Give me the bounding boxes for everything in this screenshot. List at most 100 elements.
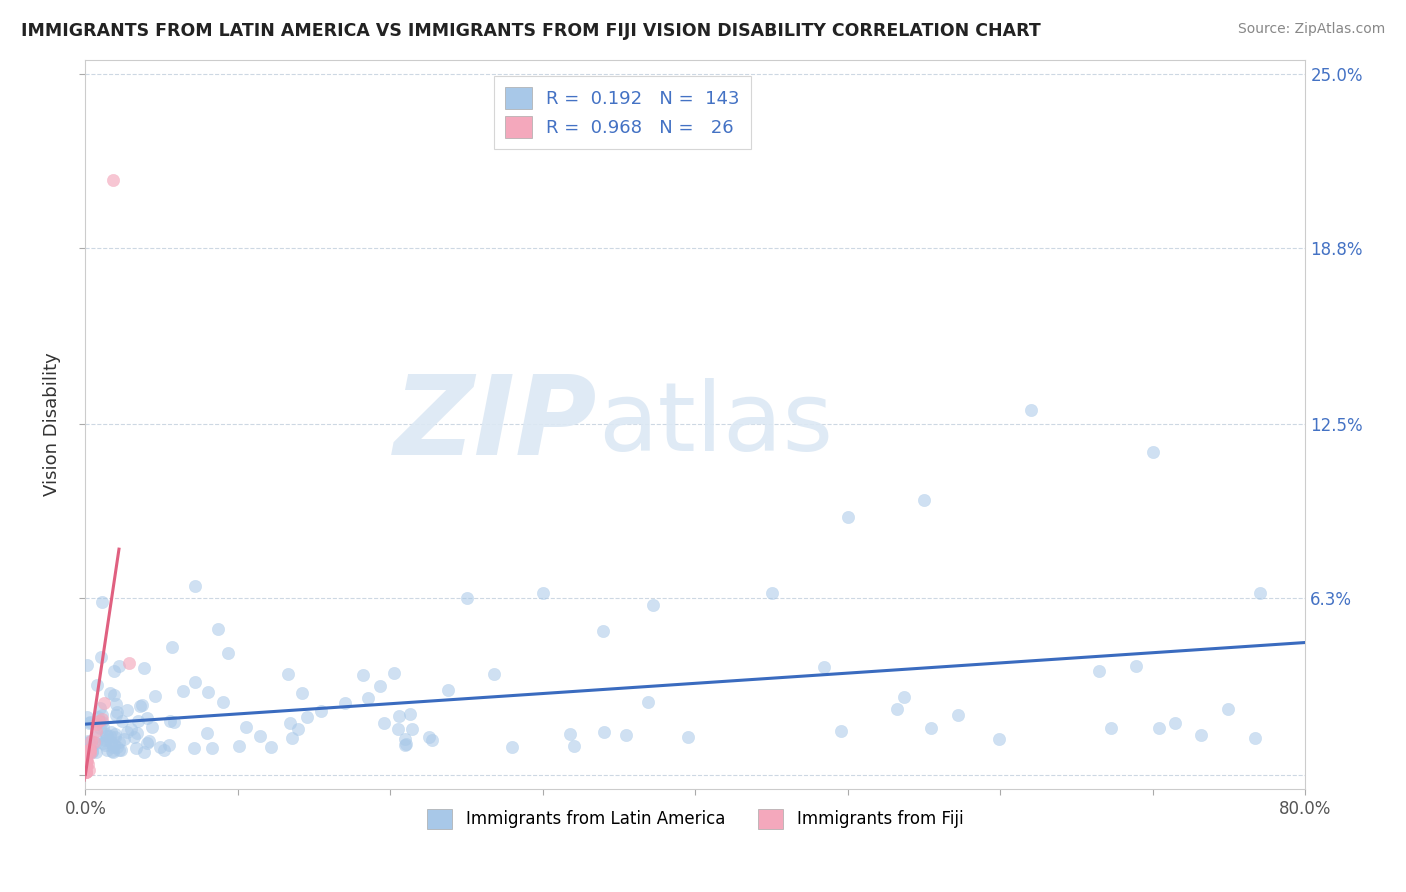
Point — [291, 686, 314, 700]
Point — [1191, 727, 1213, 741]
Point — [105, 707, 128, 722]
Point — [134, 745, 156, 759]
Point — [278, 716, 301, 731]
Point — [120, 722, 142, 736]
Point — [1019, 403, 1042, 417]
Point — [91, 595, 114, 609]
Point — [456, 591, 478, 606]
Point — [76, 710, 98, 724]
Point — [131, 698, 153, 713]
Point — [1088, 664, 1111, 678]
Point — [184, 580, 207, 594]
Point — [277, 667, 299, 681]
Point — [1249, 586, 1271, 600]
Point — [228, 739, 250, 753]
Point — [136, 736, 159, 750]
Point — [195, 726, 218, 740]
Point — [160, 640, 183, 654]
Point — [104, 731, 127, 745]
Point — [207, 622, 229, 636]
Point — [592, 624, 614, 638]
Point — [153, 743, 176, 757]
Point — [124, 731, 146, 745]
Point — [108, 734, 131, 748]
Point — [79, 742, 101, 756]
Point — [110, 743, 132, 757]
Point — [91, 720, 114, 734]
Point — [1099, 721, 1122, 735]
Point — [125, 740, 148, 755]
Point — [886, 702, 908, 716]
Point — [86, 678, 108, 692]
Point — [531, 586, 554, 600]
Point — [115, 703, 138, 717]
Point — [96, 727, 118, 741]
Point — [163, 715, 186, 730]
Point — [562, 739, 585, 753]
Point — [90, 714, 112, 729]
Point — [394, 732, 416, 747]
Point — [76, 754, 98, 768]
Point — [94, 739, 117, 753]
Point — [132, 660, 155, 674]
Point — [93, 733, 115, 747]
Point — [96, 730, 118, 744]
Point — [75, 765, 97, 780]
Point — [287, 723, 309, 737]
Point — [813, 660, 835, 674]
Point — [129, 699, 152, 714]
Point — [80, 734, 103, 748]
Point — [482, 667, 505, 681]
Point — [138, 734, 160, 748]
Point — [201, 741, 224, 756]
Point — [197, 684, 219, 698]
Point — [105, 739, 128, 754]
Point — [91, 708, 114, 723]
Point — [112, 732, 135, 747]
Point — [127, 726, 149, 740]
Point — [86, 736, 108, 750]
Point — [75, 760, 97, 774]
Point — [637, 695, 659, 709]
Point — [91, 712, 114, 726]
Point — [90, 650, 112, 665]
Point — [104, 727, 127, 741]
Point — [217, 646, 239, 660]
Point — [830, 724, 852, 739]
Point — [87, 714, 110, 729]
Point — [103, 664, 125, 678]
Point — [614, 728, 637, 742]
Point — [79, 715, 101, 730]
Point — [159, 714, 181, 729]
Y-axis label: Vision Disability: Vision Disability — [44, 352, 60, 496]
Point — [127, 714, 149, 728]
Point — [501, 739, 523, 754]
Point — [76, 754, 98, 768]
Point — [420, 732, 443, 747]
Point — [172, 684, 194, 698]
Point — [98, 686, 121, 700]
Point — [75, 759, 97, 773]
Point — [1243, 731, 1265, 745]
Point — [356, 690, 378, 705]
Point — [105, 705, 128, 719]
Point — [98, 729, 121, 743]
Point — [75, 765, 97, 780]
Point — [79, 744, 101, 758]
Point — [101, 744, 124, 758]
Point — [309, 704, 332, 718]
Point — [394, 739, 416, 753]
Point — [117, 724, 139, 739]
Point — [259, 740, 281, 755]
Point — [103, 688, 125, 702]
Point — [86, 709, 108, 723]
Point — [761, 586, 783, 600]
Point — [77, 764, 100, 778]
Point — [96, 743, 118, 757]
Point — [388, 709, 411, 723]
Point — [401, 722, 423, 736]
Point — [1149, 721, 1171, 735]
Point — [641, 598, 664, 612]
Point — [1164, 716, 1187, 731]
Point — [387, 723, 409, 737]
